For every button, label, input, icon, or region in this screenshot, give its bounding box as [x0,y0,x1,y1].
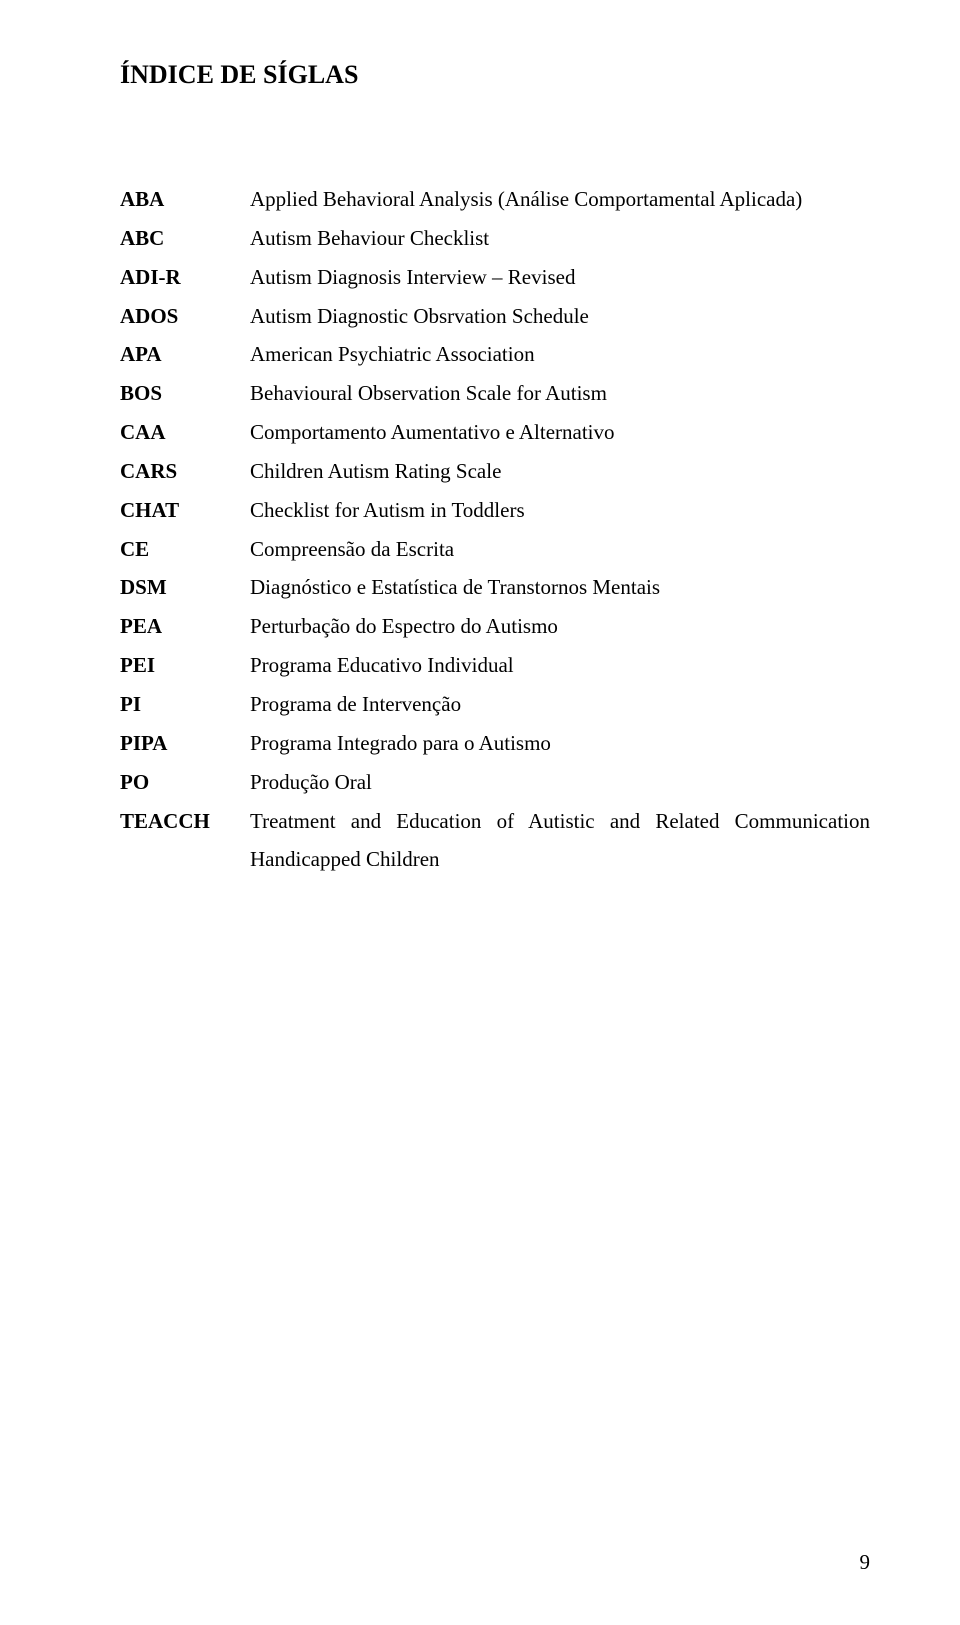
table-row: BOSBehavioural Observation Scale for Aut… [120,374,870,413]
table-row: PIPAPrograma Integrado para o Autismo [120,724,870,763]
table-row: CAAComportamento Aumentativo e Alternati… [120,413,870,452]
acronym-cell: CHAT [120,491,250,530]
acronym-cell: PEA [120,607,250,646]
table-row: CARSChildren Autism Rating Scale [120,452,870,491]
definition-cell: Programa Integrado para o Autismo [250,724,870,763]
definition-cell: Treatment and Education of Autistic and … [250,802,870,880]
table-row: ABAApplied Behavioral Analysis (Análise … [120,180,870,219]
definition-cell: Children Autism Rating Scale [250,452,870,491]
acronym-table-body: ABAApplied Behavioral Analysis (Análise … [120,180,870,879]
table-row: APAAmerican Psychiatric Association [120,335,870,374]
definition-cell: Programa Educativo Individual [250,646,870,685]
table-row: TEACCHTreatment and Education of Autisti… [120,802,870,880]
table-row: ADOSAutism Diagnostic Obsrvation Schedul… [120,297,870,336]
table-row: CHATChecklist for Autism in Toddlers [120,491,870,530]
acronym-cell: DSM [120,568,250,607]
definition-cell: Diagnóstico e Estatística de Transtornos… [250,568,870,607]
definition-cell: American Psychiatric Association [250,335,870,374]
definition-cell: Compreensão da Escrita [250,530,870,569]
table-row: PIPrograma de Intervenção [120,685,870,724]
table-row: DSMDiagnóstico e Estatística de Transtor… [120,568,870,607]
page-number: 9 [860,1550,871,1575]
definition-cell: Comportamento Aumentativo e Alternativo [250,413,870,452]
acronym-cell: ADOS [120,297,250,336]
page-title: ÍNDICE DE SÍGLAS [120,60,870,90]
acronym-cell: TEACCH [120,802,250,880]
acronym-cell: ADI-R [120,258,250,297]
table-row: PEIPrograma Educativo Individual [120,646,870,685]
acronym-cell: ABC [120,219,250,258]
acronym-cell: PEI [120,646,250,685]
definition-cell: Autism Behaviour Checklist [250,219,870,258]
acronym-cell: BOS [120,374,250,413]
table-row: POProdução Oral [120,763,870,802]
definition-cell: Behavioural Observation Scale for Autism [250,374,870,413]
acronym-cell: CE [120,530,250,569]
acronym-table: ABAApplied Behavioral Analysis (Análise … [120,180,870,879]
acronym-cell: PIPA [120,724,250,763]
definition-cell: Checklist for Autism in Toddlers [250,491,870,530]
definition-cell: Applied Behavioral Analysis (Análise Com… [250,180,870,219]
definition-cell: Autism Diagnostic Obsrvation Schedule [250,297,870,336]
table-row: ADI-RAutism Diagnosis Interview – Revise… [120,258,870,297]
acronym-cell: CARS [120,452,250,491]
definition-cell: Produção Oral [250,763,870,802]
acronym-cell: APA [120,335,250,374]
definition-cell: Autism Diagnosis Interview – Revised [250,258,870,297]
definition-cell: Programa de Intervenção [250,685,870,724]
acronym-cell: CAA [120,413,250,452]
acronym-cell: ABA [120,180,250,219]
acronym-cell: PO [120,763,250,802]
definition-cell: Perturbação do Espectro do Autismo [250,607,870,646]
acronym-cell: PI [120,685,250,724]
table-row: PEAPerturbação do Espectro do Autismo [120,607,870,646]
table-row: CECompreensão da Escrita [120,530,870,569]
table-row: ABCAutism Behaviour Checklist [120,219,870,258]
